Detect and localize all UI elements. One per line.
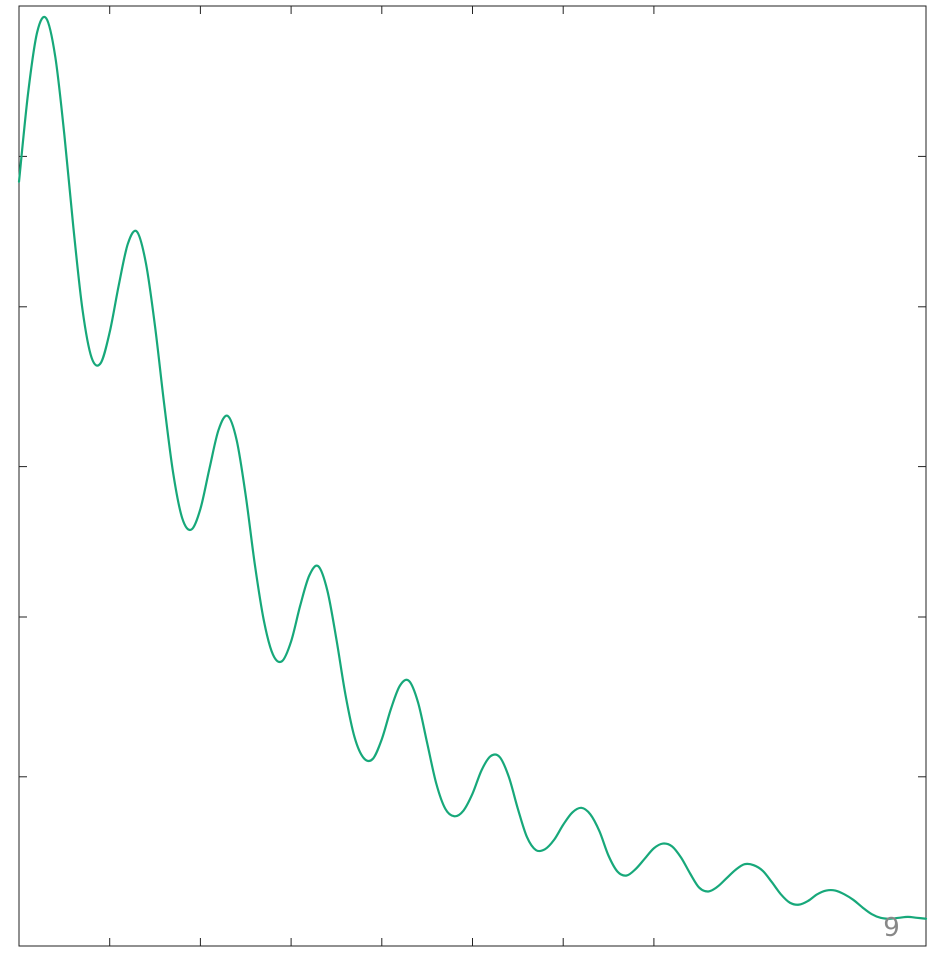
annotation-layer: 9 (883, 913, 900, 943)
series-layer (17, 15, 928, 920)
plot-frame (18, 5, 927, 947)
annotation-label-0: 9 (883, 913, 900, 943)
series-line-0 (17, 15, 928, 920)
x-axis-ticks (109, 6, 655, 946)
y-axis-ticks (19, 155, 926, 778)
